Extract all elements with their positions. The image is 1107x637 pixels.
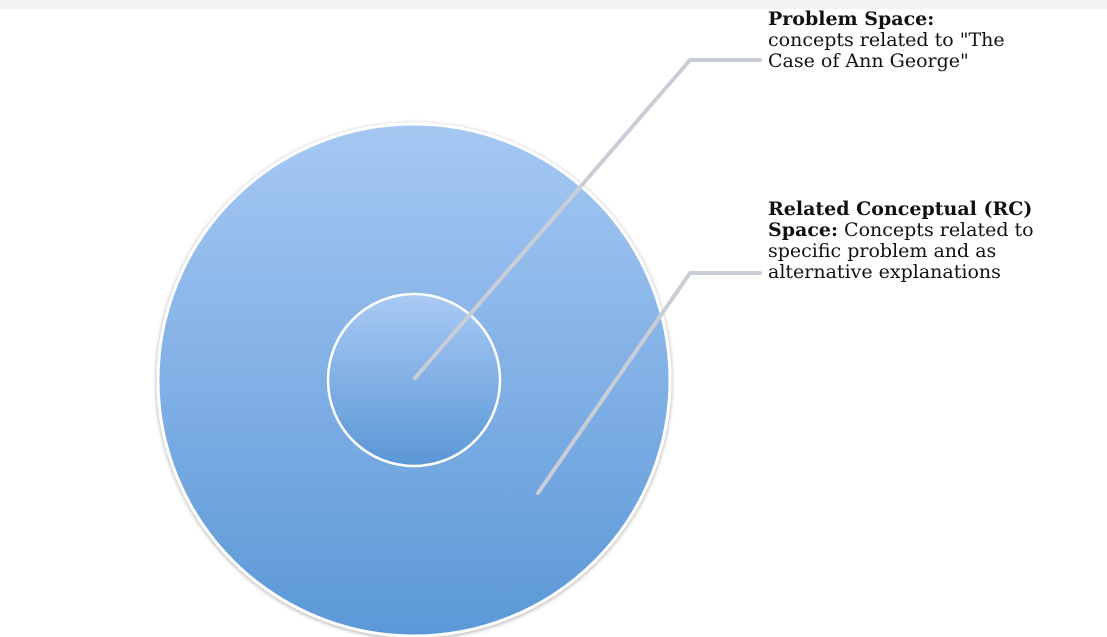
- rc-space-callout: Related Conceptual (RC) Space: Concepts …: [768, 199, 1048, 283]
- rc-space-heading: Related Conceptual (RC) Space:: [768, 198, 1033, 241]
- problem-space-heading: Problem Space:: [768, 8, 935, 30]
- inner-circle-problem-space: [326, 292, 502, 468]
- problem-space-description: concepts related to "The Case of Ann Geo…: [768, 29, 1005, 72]
- top-border: [0, 0, 1107, 9]
- problem-space-connector: [413, 58, 762, 380]
- rc-space-description: Concepts related to specific problem and…: [768, 219, 1034, 283]
- problem-space-callout: Problem Space: concepts related to "The …: [768, 9, 1018, 72]
- rc-space-connector: [536, 271, 762, 495]
